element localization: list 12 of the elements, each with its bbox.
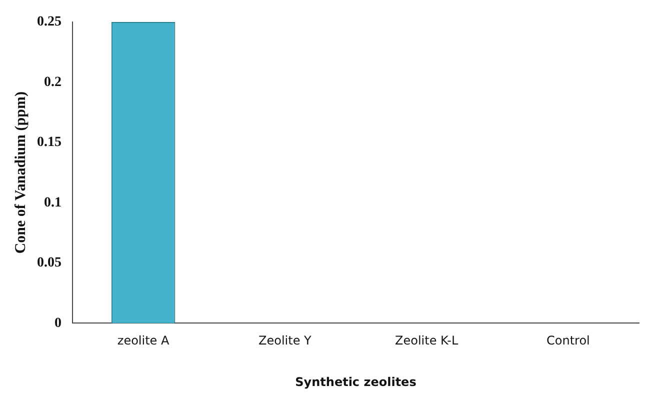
x-tick-label: zeolite A (117, 334, 170, 348)
x-axis-title: Synthetic zeolites (295, 374, 416, 389)
x-tick-label: Zeolite Y (258, 334, 312, 348)
x-tick-label: Control (546, 334, 590, 348)
y-axis-title: Cone of Vanadium (ppm) (12, 92, 29, 254)
y-tick-label: 0.1 (44, 195, 62, 210)
y-tick-label: 0.05 (37, 256, 62, 271)
y-tick-label: 0.2 (44, 74, 62, 90)
y-tick-label: 0 (54, 316, 62, 331)
y-tick-label: 0.15 (37, 135, 62, 150)
y-tick-label: 0.25 (37, 14, 62, 30)
x-tick-label: Zeolite K-L (394, 334, 458, 348)
